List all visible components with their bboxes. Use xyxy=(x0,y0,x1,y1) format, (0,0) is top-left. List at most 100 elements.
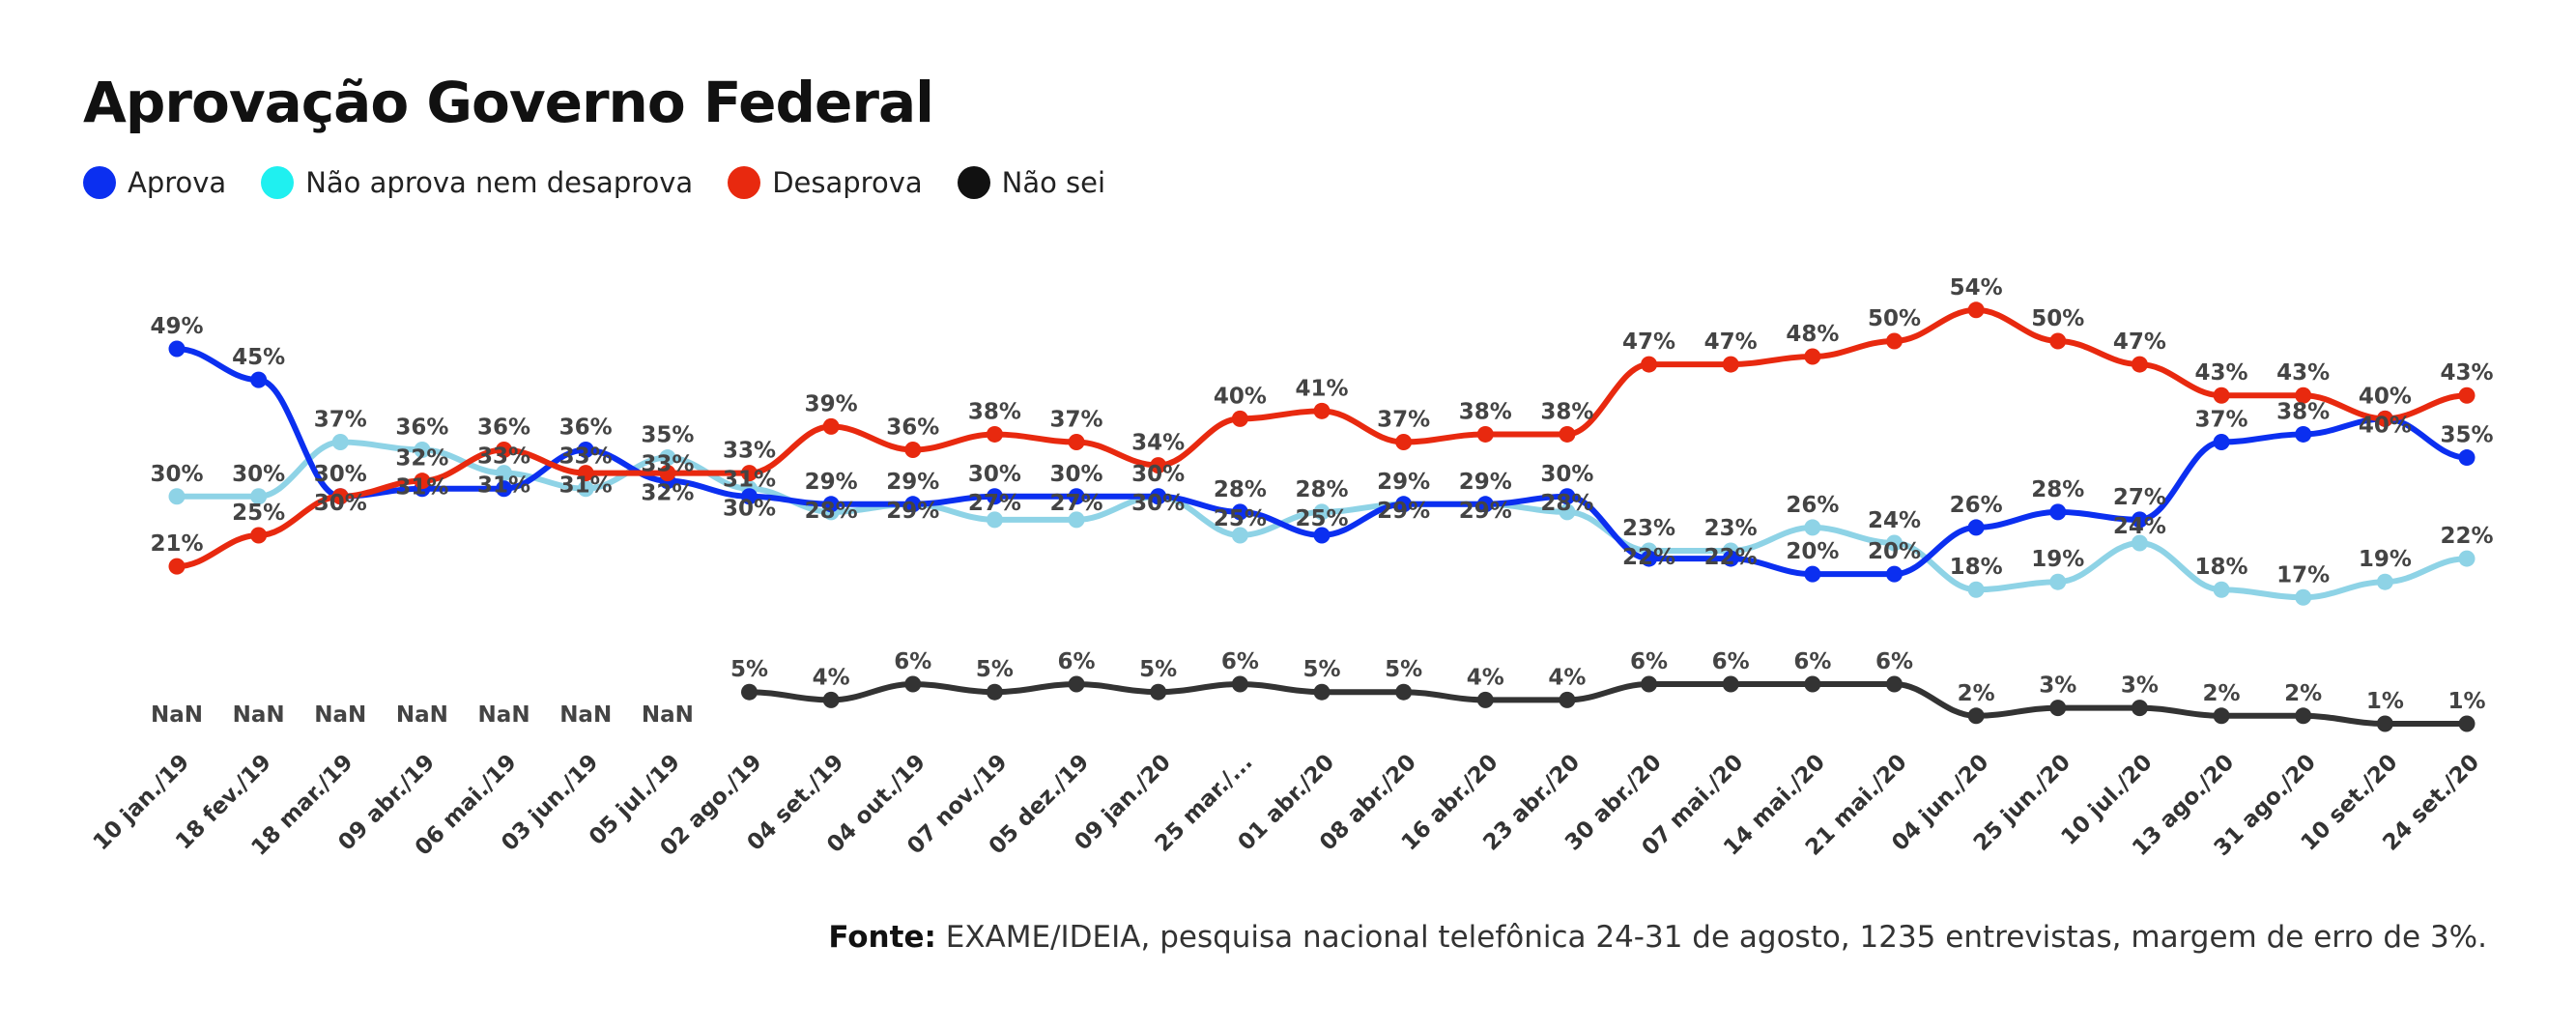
data-label: 45% xyxy=(232,345,285,370)
data-label: 28% xyxy=(805,499,858,524)
data-point xyxy=(741,488,758,505)
data-point xyxy=(2213,581,2230,598)
data-label: 28% xyxy=(2031,477,2084,502)
data-point xyxy=(1150,457,1167,474)
data-point xyxy=(1722,356,1739,373)
data-label: 30% xyxy=(1540,462,1593,487)
data-point xyxy=(904,496,922,513)
data-point xyxy=(250,488,268,505)
legend-label: Aprova xyxy=(128,166,227,199)
data-label: 31% xyxy=(477,473,530,499)
data-label: 5% xyxy=(976,657,1014,682)
data-point xyxy=(1641,675,1658,693)
data-label: 5% xyxy=(1302,657,1340,682)
data-point xyxy=(1068,488,1085,505)
data-label: 26% xyxy=(1950,493,2003,518)
data-point xyxy=(1476,496,1494,513)
data-label: 25% xyxy=(1214,506,1267,531)
data-point xyxy=(2376,715,2393,732)
data-label: 31% xyxy=(559,473,613,499)
data-point xyxy=(904,675,922,693)
chart-title: Aprovação Governo Federal xyxy=(83,70,934,135)
data-label: 6% xyxy=(894,649,931,674)
data-point xyxy=(1804,519,1821,536)
data-point xyxy=(1068,511,1085,529)
data-label: 27% xyxy=(1050,491,1103,516)
data-label: 19% xyxy=(2359,547,2412,572)
data-label: 25% xyxy=(1295,506,1348,531)
data-label: 40% xyxy=(1214,384,1267,409)
data-point xyxy=(1313,527,1331,544)
data-label: 29% xyxy=(1459,499,1512,524)
data-label: 40% xyxy=(2359,384,2412,409)
data-label: 37% xyxy=(1050,407,1103,432)
data-point xyxy=(2295,387,2312,404)
data-point xyxy=(986,511,1003,529)
data-label: 36% xyxy=(477,415,530,441)
data-label: 3% xyxy=(2039,673,2076,699)
data-label: 54% xyxy=(1950,275,2003,301)
data-label: 29% xyxy=(1459,470,1512,495)
data-label: 29% xyxy=(1377,470,1430,495)
legend-label: Desaprova xyxy=(772,166,923,199)
legend-item-nao-aprova-nem-desaprova: Não aprova nem desaprova xyxy=(261,166,693,199)
data-label: 4% xyxy=(1548,665,1586,690)
data-label: 33% xyxy=(641,452,694,477)
data-point xyxy=(2295,707,2312,725)
data-point xyxy=(1231,675,1248,693)
data-label: 33% xyxy=(559,444,613,470)
data-label-missing: NaN xyxy=(314,702,366,728)
data-label: 36% xyxy=(395,415,448,441)
data-label: 48% xyxy=(1786,322,1839,347)
legend-label: Não sei xyxy=(1001,166,1106,199)
data-point xyxy=(168,340,186,358)
data-point xyxy=(986,683,1003,701)
data-point xyxy=(2049,573,2067,590)
data-label: 24% xyxy=(1868,508,1921,533)
data-label: 33% xyxy=(723,439,776,464)
data-label: 6% xyxy=(1712,649,1750,674)
legend-marker xyxy=(957,166,990,199)
data-point xyxy=(822,691,840,708)
data-point xyxy=(331,433,349,450)
data-point xyxy=(2049,332,2067,350)
data-point xyxy=(741,683,758,701)
data-point xyxy=(822,417,840,435)
data-point xyxy=(659,465,676,482)
legend-item-aprova: Aprova xyxy=(83,166,226,199)
data-label: 34% xyxy=(1131,431,1185,456)
data-label: 37% xyxy=(314,407,367,432)
data-point xyxy=(2295,588,2312,606)
data-point xyxy=(1150,683,1167,701)
data-point xyxy=(577,465,594,482)
data-point xyxy=(1967,581,1985,598)
data-label-missing: NaN xyxy=(396,702,448,728)
data-label: 38% xyxy=(968,399,1021,424)
data-point xyxy=(1722,675,1739,693)
data-point xyxy=(2458,449,2476,467)
data-point xyxy=(2213,433,2230,450)
data-label: 32% xyxy=(395,446,448,472)
data-point xyxy=(2049,700,2067,717)
data-point xyxy=(1804,565,1821,583)
data-label: 2% xyxy=(2284,681,2322,706)
source-text: EXAME/IDEIA, pesquisa nacional telefônic… xyxy=(935,920,2487,955)
data-label: 36% xyxy=(886,415,939,441)
legend-marker xyxy=(261,166,295,199)
data-point xyxy=(2131,700,2148,717)
data-point xyxy=(2049,503,2067,521)
data-label: 29% xyxy=(805,470,858,495)
data-point xyxy=(168,558,186,575)
data-label: 35% xyxy=(641,423,694,448)
data-label: 18% xyxy=(2195,555,2248,580)
data-label: 20% xyxy=(1868,539,1921,564)
data-label: 39% xyxy=(805,391,858,416)
data-label: 33% xyxy=(477,444,530,470)
data-label: 18% xyxy=(1950,555,2003,580)
data-label: 22% xyxy=(1704,545,1758,570)
legend-marker xyxy=(83,166,116,199)
data-point xyxy=(1886,534,1903,552)
data-label: 37% xyxy=(1377,407,1430,432)
data-label: 38% xyxy=(1459,399,1512,424)
data-label: 2% xyxy=(2203,681,2241,706)
